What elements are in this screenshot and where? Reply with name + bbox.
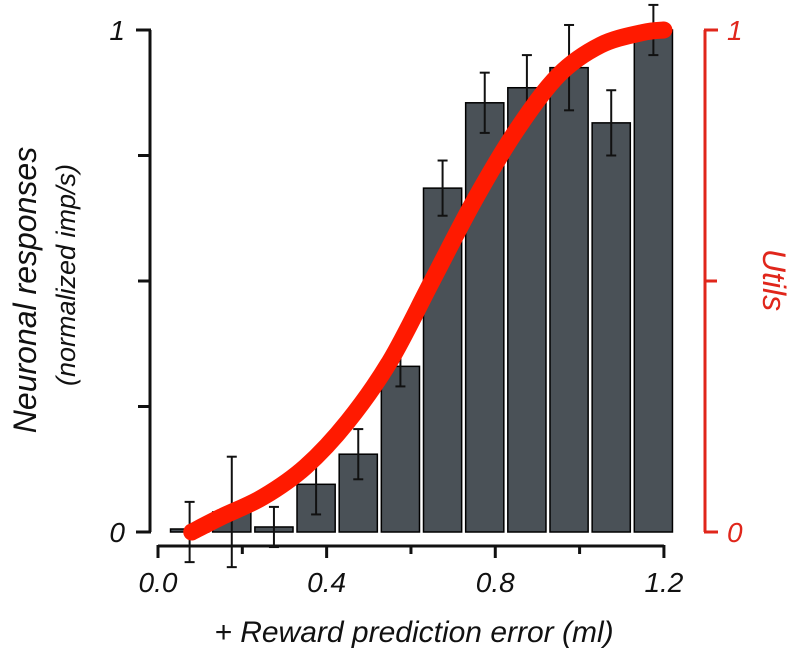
error-bar-7 (437, 159, 448, 217)
y2-axis-label: Utils (756, 249, 792, 311)
x-axis-label: + Reward prediction error (ml) (214, 616, 613, 649)
bar-12 (633, 29, 674, 533)
y-tick-label: 0 (109, 517, 125, 548)
x-tick-label: 0.0 (139, 567, 178, 598)
x-tick-label: 0.4 (307, 567, 346, 598)
labels-layer: + Reward prediction error (ml) Neuronal … (7, 147, 792, 649)
x-tick-label: 0.8 (476, 567, 515, 598)
bars-layer (169, 29, 674, 533)
bar-9 (507, 86, 547, 533)
bar-11 (591, 122, 632, 533)
utility-curve (183, 21, 673, 541)
utility-curve-layer (183, 21, 673, 541)
bar-6 (380, 365, 421, 533)
y-axis-sublabel: (normalized imp/s) (51, 164, 81, 386)
axes-layer: 0 1 0 1 0.0 0.4 0.8 1.2 (109, 15, 743, 598)
y-axis-label: Neuronal responses (7, 147, 43, 433)
error-bar-11 (606, 89, 617, 157)
x-tick-label: 1.2 (644, 567, 683, 598)
bar-10 (549, 66, 589, 533)
error-bar-5 (353, 428, 364, 481)
y2-tick-label: 0 (727, 517, 743, 548)
y-tick-label: 1 (109, 15, 125, 46)
y2-tick-label: 1 (727, 15, 743, 46)
error-bar-8 (479, 71, 490, 134)
